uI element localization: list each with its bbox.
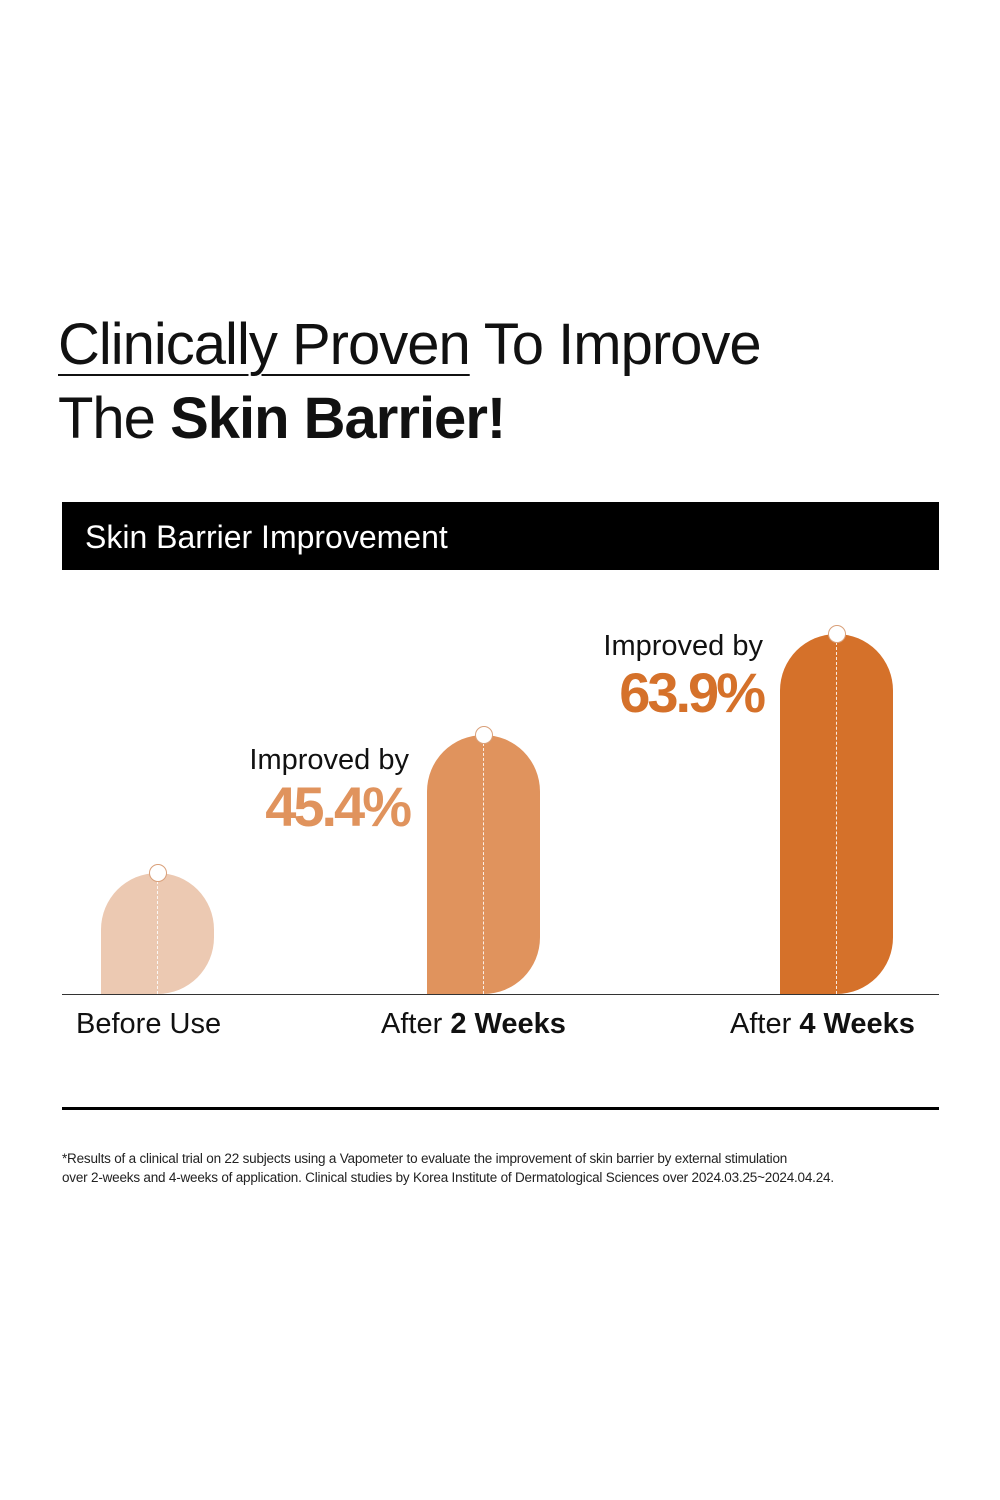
bar-center-dashed-line <box>836 642 837 994</box>
x-axis-line <box>62 994 939 995</box>
annotation-2-weeks: Improved by 45.4% <box>249 744 412 838</box>
annotation-value: 45.4% <box>265 775 412 838</box>
bar-top-marker <box>827 625 846 643</box>
title-underlined: Clinically Proven <box>58 312 471 377</box>
footnote-line: *Results of a clinical trial on 22 subje… <box>62 1151 788 1166</box>
chart-title: Skin Barrier Improvement <box>85 519 448 555</box>
bar-top-marker <box>474 726 493 744</box>
title-line2-bold: Skin Barrier! <box>170 386 506 451</box>
bar-2 <box>780 634 893 994</box>
annotation-prefix: Improved by <box>249 744 409 776</box>
annotation-4-weeks: Improved by 63.9% <box>603 630 766 724</box>
page-title: Clinically Proven To Improve The Skin Ba… <box>58 308 762 456</box>
x-label-after-2-weeks: After 2 Weeks <box>381 1008 566 1040</box>
annotation-value: 63.9% <box>619 661 766 724</box>
title-line2-regular: The <box>58 386 171 451</box>
bar-top-marker <box>148 864 167 882</box>
bar-0 <box>101 873 214 994</box>
footnote-line: over 2-weeks and 4-weeks of application.… <box>62 1170 834 1185</box>
bar-center-dashed-line <box>157 881 158 994</box>
x-label-before-use: Before Use <box>76 1008 222 1040</box>
bar-1 <box>427 735 540 994</box>
footnote: *Results of a clinical trial on 22 subje… <box>62 1149 834 1187</box>
divider <box>62 1107 939 1110</box>
bar-center-dashed-line <box>483 743 484 994</box>
x-label-after-4-weeks: After 4 Weeks <box>730 1008 915 1040</box>
title-line1-rest: To Improve <box>469 312 762 377</box>
annotation-prefix: Improved by <box>603 630 763 662</box>
chart-title-band: Skin Barrier Improvement <box>62 502 939 570</box>
